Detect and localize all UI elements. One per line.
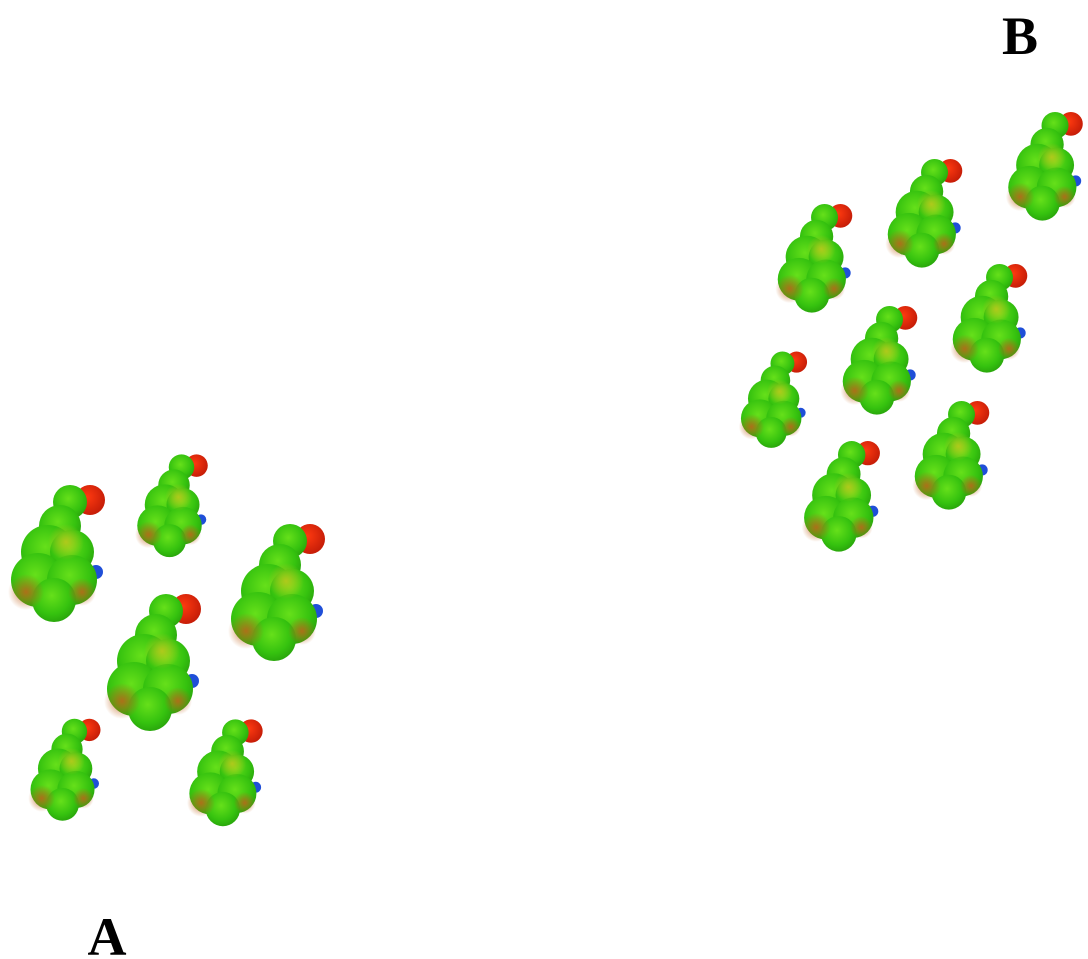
molecule — [28, 719, 100, 821]
molecule — [802, 441, 880, 552]
molecule — [912, 401, 989, 510]
molecule — [840, 306, 917, 415]
page: B A (() => { const data = JSON.parse(doc… — [0, 0, 1088, 959]
molecule-cluster-b — [739, 112, 1083, 552]
molecule — [775, 204, 852, 313]
molecule — [104, 594, 201, 731]
molecule — [739, 352, 807, 448]
molecule — [135, 454, 208, 557]
molecule — [950, 264, 1027, 373]
molecule — [228, 524, 325, 661]
molecule — [1006, 112, 1083, 221]
molecule — [8, 485, 105, 622]
panel-label: A — [88, 907, 127, 959]
figure: B A — [0, 0, 1088, 959]
molecule — [885, 159, 962, 268]
molecule-cluster-a — [8, 454, 325, 826]
molecule — [187, 719, 263, 826]
panel-label: B — [1002, 6, 1038, 66]
